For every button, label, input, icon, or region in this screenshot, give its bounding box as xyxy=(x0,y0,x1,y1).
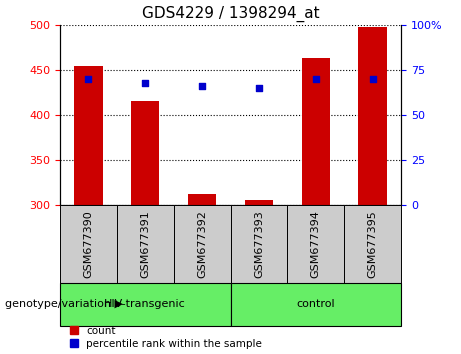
Bar xyxy=(188,194,216,205)
Legend: count, percentile rank within the sample: count, percentile rank within the sample xyxy=(70,326,262,349)
Title: GDS4229 / 1398294_at: GDS4229 / 1398294_at xyxy=(142,6,319,22)
Text: HIV-transgenic: HIV-transgenic xyxy=(104,299,186,309)
Point xyxy=(198,83,206,89)
Bar xyxy=(287,205,344,283)
Point xyxy=(85,76,92,82)
Point xyxy=(255,85,263,91)
Text: GSM677392: GSM677392 xyxy=(197,210,207,278)
Point xyxy=(142,80,149,85)
Bar xyxy=(230,283,401,326)
Point xyxy=(369,76,376,82)
Bar xyxy=(131,101,160,205)
Bar xyxy=(60,205,117,283)
Bar xyxy=(74,66,102,205)
Bar xyxy=(117,205,174,283)
Bar xyxy=(344,205,401,283)
Point xyxy=(312,76,319,82)
Bar xyxy=(174,205,230,283)
Bar xyxy=(230,205,287,283)
Text: GSM677390: GSM677390 xyxy=(83,210,94,278)
Bar xyxy=(245,200,273,205)
Text: genotype/variation ▶: genotype/variation ▶ xyxy=(5,299,123,309)
Text: GSM677391: GSM677391 xyxy=(140,210,150,278)
Bar xyxy=(301,58,330,205)
Bar xyxy=(60,283,230,326)
Text: GSM677395: GSM677395 xyxy=(367,210,378,278)
Text: GSM677394: GSM677394 xyxy=(311,210,321,278)
Bar xyxy=(358,28,387,205)
Text: control: control xyxy=(296,299,335,309)
Text: GSM677393: GSM677393 xyxy=(254,210,264,278)
